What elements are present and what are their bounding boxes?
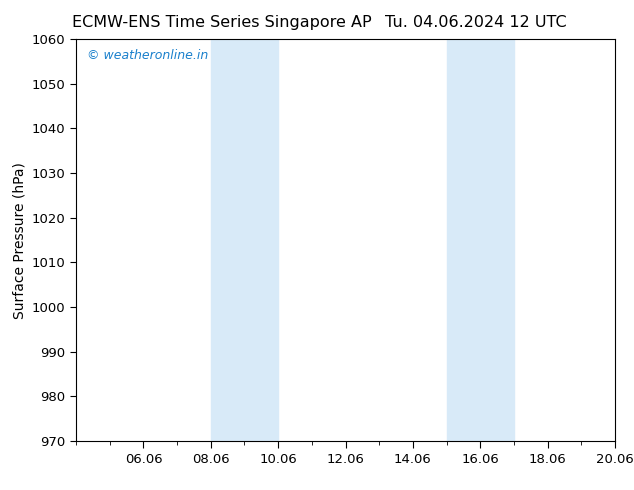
Text: ECMW-ENS Time Series Singapore AP: ECMW-ENS Time Series Singapore AP xyxy=(72,15,372,30)
Text: Tu. 04.06.2024 12 UTC: Tu. 04.06.2024 12 UTC xyxy=(385,15,566,30)
Bar xyxy=(210,39,278,441)
Bar xyxy=(446,39,514,441)
Y-axis label: Surface Pressure (hPa): Surface Pressure (hPa) xyxy=(12,162,27,318)
Text: © weatheronline.in: © weatheronline.in xyxy=(87,49,208,62)
